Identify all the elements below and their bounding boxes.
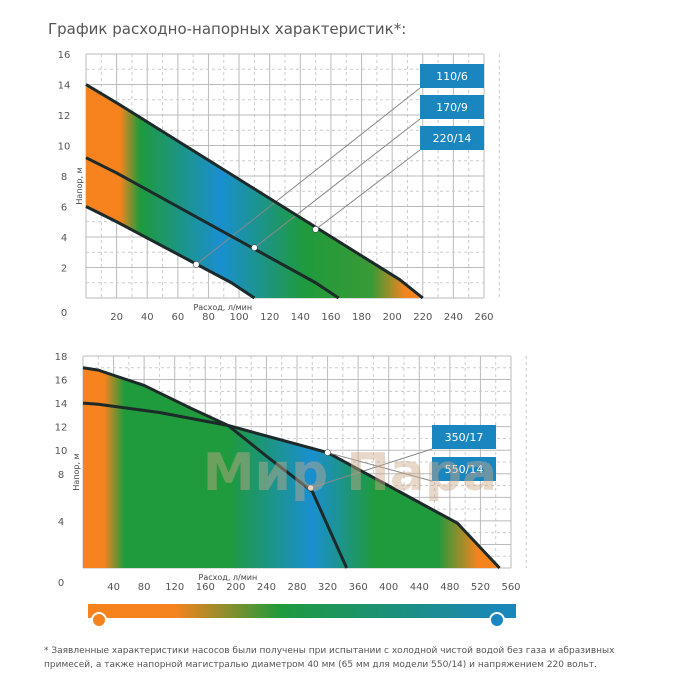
chart-1: 110/6 170/9 220/14 0 20 40 60 80 100 120 140 160 180… — [58, 50, 500, 323]
chart-2: 350/17 550/14 0 40 80 120 160 200 240 280 320 360 40… — [55, 352, 527, 593]
watermark-logo: Мир Пара — [203, 443, 497, 503]
y-tick-label: 10 — [58, 142, 71, 153]
y-tick-label: 10 — [55, 446, 68, 457]
blue-dot — [489, 612, 505, 628]
x-tick-label: 280 — [287, 582, 306, 593]
x-tick-label: 40 — [141, 312, 154, 323]
series-line-170-9 — [85, 156, 340, 300]
x-tick-label: 520 — [471, 582, 490, 593]
x-axis-label: Расход, л/мин — [193, 303, 252, 312]
series-label: 110/6 — [436, 70, 468, 83]
x-tick-label: 180 — [352, 312, 371, 323]
x-tick-label: 20 — [110, 312, 123, 323]
series-label: 220/14 — [433, 132, 472, 145]
x-tick-label: 260 — [474, 312, 493, 323]
x-tick-label: 200 — [383, 312, 402, 323]
leader-line — [254, 118, 421, 249]
page-title: График расходно-напорных характеристик*: — [48, 20, 407, 38]
series-label-box — [432, 425, 496, 449]
x-tick-label: 560 — [501, 582, 520, 593]
x-axis-label: Расход, л/мин — [199, 573, 258, 582]
legend-bar — [88, 604, 516, 628]
y-tick-label: 4 — [61, 233, 67, 244]
series-line-550-14 — [82, 401, 501, 570]
y-tick-label: 16 — [58, 50, 71, 61]
y-tick-label: 14 — [55, 399, 68, 410]
footnote: * Заявленные характеристики насосов были… — [44, 646, 615, 670]
y-axis-label: Напор, м — [75, 167, 84, 204]
series-marker — [192, 261, 200, 268]
y-tick-label: 2 — [61, 264, 67, 275]
leader-line — [310, 448, 433, 489]
series-label: 170/9 — [436, 101, 468, 114]
series-marker — [324, 449, 331, 456]
series-line-110-6 — [85, 205, 256, 300]
x-tick-label: 100 — [230, 312, 249, 323]
x-tick-label: 60 — [171, 312, 184, 323]
series-label: 550/14 — [445, 463, 484, 476]
series-label: 350/17 — [445, 431, 484, 444]
leader-line — [315, 149, 421, 230]
leader-line — [195, 87, 421, 265]
y-tick-label: 12 — [55, 423, 68, 434]
x-tick-label: 120 — [165, 582, 184, 593]
y-tick-label: 16 — [55, 376, 68, 387]
x-tick-label: 440 — [410, 582, 429, 593]
y-axis-label: Напор, м — [72, 453, 81, 490]
x-tick-label: 160 — [321, 312, 340, 323]
series-marker — [251, 244, 258, 251]
x-tick-label: 220 — [413, 312, 432, 323]
x-tick-label: 480 — [440, 582, 459, 593]
x-tick-label: 40 — [107, 582, 120, 593]
y-tick-label: 18 — [55, 352, 68, 363]
orange-dot — [91, 612, 107, 628]
series-line-350-17 — [82, 366, 349, 569]
x-tick-label: 120 — [260, 312, 279, 323]
y-tick-label: 8 — [61, 172, 67, 183]
x-tick-label: 0 — [61, 308, 67, 319]
x-tick-label: 240 — [444, 312, 463, 323]
series-label-box — [420, 95, 484, 119]
series-label-box — [432, 457, 496, 481]
series-label-box — [420, 64, 484, 88]
series-label-box — [420, 126, 484, 150]
x-tick-label: 360 — [349, 582, 368, 593]
x-tick-label: 400 — [379, 582, 398, 593]
series-marker — [307, 484, 315, 492]
leader-line — [327, 452, 433, 482]
series-line-220-14 — [85, 83, 424, 300]
x-tick-label: 320 — [318, 582, 337, 593]
x-tick-label: 80 — [202, 312, 215, 323]
series-marker — [312, 226, 319, 233]
x-tick-label: 200 — [226, 582, 245, 593]
x-tick-label: 240 — [257, 582, 276, 593]
y-tick-label: 6 — [61, 203, 67, 214]
x-tick-label: 80 — [138, 582, 151, 593]
y-tick-label: 14 — [58, 81, 71, 92]
x-tick-label: 0 — [58, 578, 64, 589]
y-tick-label: 8 — [58, 470, 64, 481]
x-tick-label: 140 — [291, 312, 310, 323]
y-tick-label: 12 — [58, 111, 71, 122]
y-tick-label: 4 — [58, 517, 64, 528]
x-tick-label: 160 — [196, 582, 215, 593]
